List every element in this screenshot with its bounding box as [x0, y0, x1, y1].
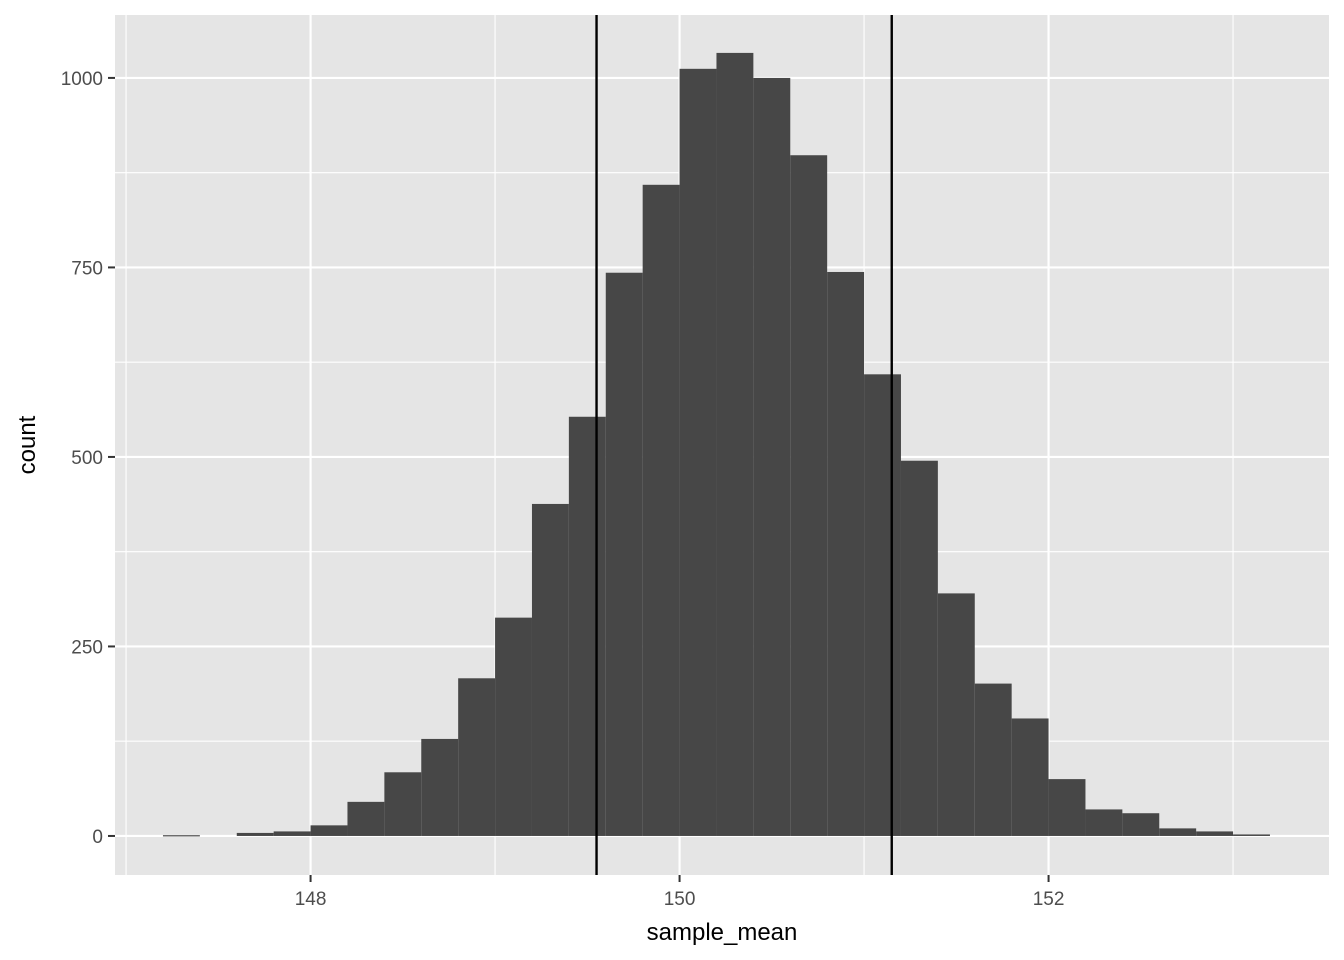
x-axis-title: sample_mean: [647, 919, 798, 946]
histogram-bar: [1233, 834, 1270, 836]
histogram-bar: [1048, 779, 1086, 836]
y-tick-label: 250: [71, 637, 103, 658]
histogram-bar: [605, 272, 643, 836]
x-tick-label: 150: [664, 889, 696, 910]
histogram-bar: [1085, 809, 1123, 836]
histogram-bar: [679, 68, 717, 836]
y-tick-label: 750: [71, 258, 103, 279]
histogram-bar: [974, 683, 1012, 836]
histogram-bars: [162, 52, 1270, 837]
histogram-bar: [1196, 831, 1234, 836]
y-tick-label: 500: [71, 448, 103, 469]
histogram-bar: [568, 416, 606, 836]
histogram-bar: [642, 184, 680, 836]
histogram-bar: [384, 772, 422, 836]
y-tick-label: 1000: [61, 69, 103, 90]
histogram-bar: [790, 155, 828, 836]
x-axis: 148 150 152: [295, 875, 1065, 910]
histogram-bar: [310, 825, 348, 836]
histogram-bar: [827, 271, 865, 836]
histogram-bar: [716, 52, 754, 836]
histogram-bar: [236, 832, 274, 836]
histogram-bar: [1159, 828, 1197, 836]
histogram-bar: [900, 460, 938, 836]
histogram-bar: [421, 738, 459, 836]
histogram-bar: [864, 374, 901, 836]
y-tick-label: 0: [92, 827, 103, 848]
x-tick-label: 152: [1033, 889, 1065, 910]
histogram-bar: [162, 835, 200, 837]
histogram-bar: [937, 593, 975, 836]
histogram-bar: [458, 678, 496, 836]
reference-lines: [595, 15, 893, 875]
histogram-bar: [1122, 813, 1160, 836]
y-axis-title: count: [14, 415, 41, 474]
histogram-bar: [1011, 718, 1049, 836]
x-tick-label: 148: [295, 889, 327, 910]
y-axis: 0 250 500 750 1000: [61, 69, 115, 848]
histogram-bar: [531, 503, 569, 836]
histogram-bar: [753, 77, 791, 836]
histogram-bar: [273, 831, 311, 836]
histogram-bar: [495, 617, 532, 836]
histogram-bar: [347, 801, 385, 836]
